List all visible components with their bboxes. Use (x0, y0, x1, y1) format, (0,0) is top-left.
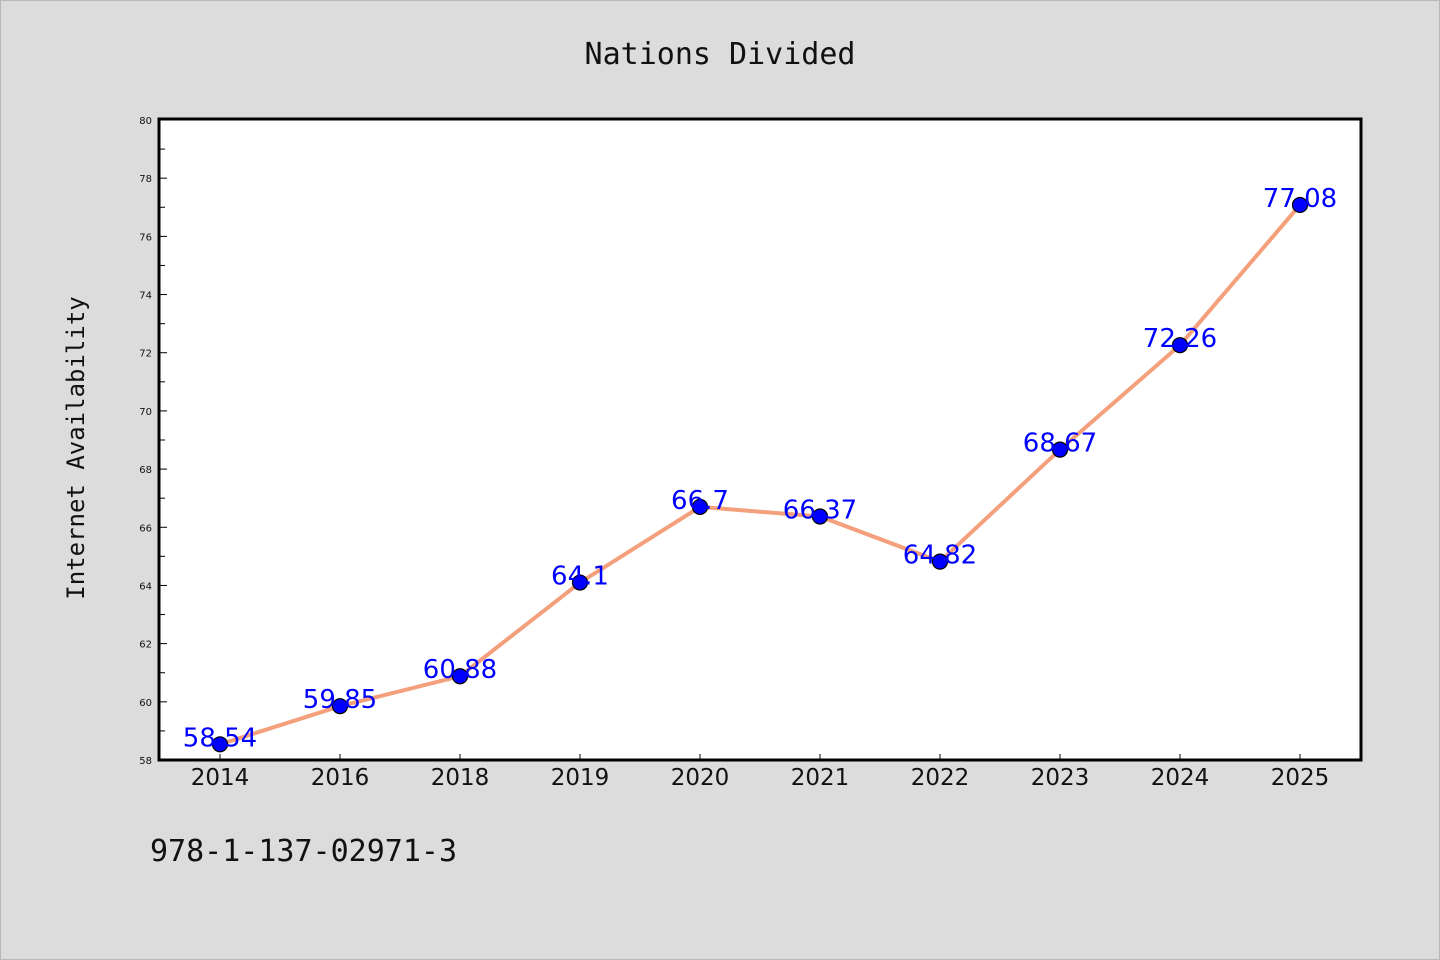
data-label: 58.54 (183, 723, 257, 753)
chart-title: Nations Divided (585, 37, 856, 72)
isbn-footer: 978-1-137-02971-3 (150, 834, 458, 869)
x-axis: 2014 2016 2018 2019 2020 2021 2022 2023 2024 2025 (191, 754, 1330, 791)
data-point (811, 508, 829, 525)
data-point (451, 668, 469, 685)
x-tick-label: 2019 (551, 765, 610, 791)
data-labels: 58.54 59.85 60.88 64.1 66.7 66.37 64.82 68.67 72… (183, 184, 1337, 753)
y-tick-label: 78 (139, 174, 152, 185)
data-point (1291, 196, 1309, 214)
x-tick-label: 2018 (431, 765, 490, 791)
data-point (931, 553, 949, 570)
y-tick-label: 74 (139, 291, 152, 302)
data-point (1171, 337, 1189, 354)
y-axis-label: Internet Availability (62, 296, 90, 599)
y-tick-label: 64 (139, 581, 152, 592)
x-tick-label: 2016 (311, 765, 370, 791)
data-label: 66.37 (783, 496, 857, 526)
x-tick-label: 2022 (911, 765, 970, 791)
y-tick-label: 62 (139, 640, 152, 651)
y-tick-label: 76 (139, 232, 152, 243)
y-axis: 58 60 62 64 66 68 70 72 74 76 78 80 (139, 116, 167, 767)
data-label: 64.1 (551, 562, 609, 592)
data-label: 59.85 (303, 685, 377, 715)
y-tick-label: 72 (139, 349, 152, 360)
y-tick-label: 60 (139, 698, 152, 709)
data-point (211, 736, 229, 753)
x-tick-label: 2014 (191, 765, 250, 791)
y-tick-label: 68 (139, 465, 152, 476)
y-tick-label: 80 (139, 116, 152, 127)
series-line (218, 202, 1302, 747)
data-point (571, 574, 589, 591)
x-tick-label: 2023 (1031, 765, 1090, 791)
x-tick-label: 2025 (1271, 765, 1330, 791)
data-label: 66.7 (671, 486, 729, 516)
data-label: 64.82 (903, 541, 977, 571)
data-label: 77.08 (1263, 184, 1337, 214)
plot-area (157, 117, 1363, 762)
x-tick-label: 2024 (1151, 765, 1210, 791)
y-tick-label: 58 (139, 756, 152, 767)
data-point (691, 498, 709, 516)
x-tick-label: 2021 (791, 765, 850, 791)
data-label: 60.88 (423, 655, 497, 685)
x-tick-label: 2020 (671, 765, 730, 791)
data-point (331, 698, 349, 715)
data-label: 72.26 (1143, 324, 1217, 354)
data-point (1051, 441, 1069, 458)
data-series (211, 196, 1309, 753)
data-label: 68.67 (1023, 429, 1097, 459)
y-tick-label: 66 (139, 523, 152, 534)
y-tick-label: 70 (139, 407, 152, 418)
